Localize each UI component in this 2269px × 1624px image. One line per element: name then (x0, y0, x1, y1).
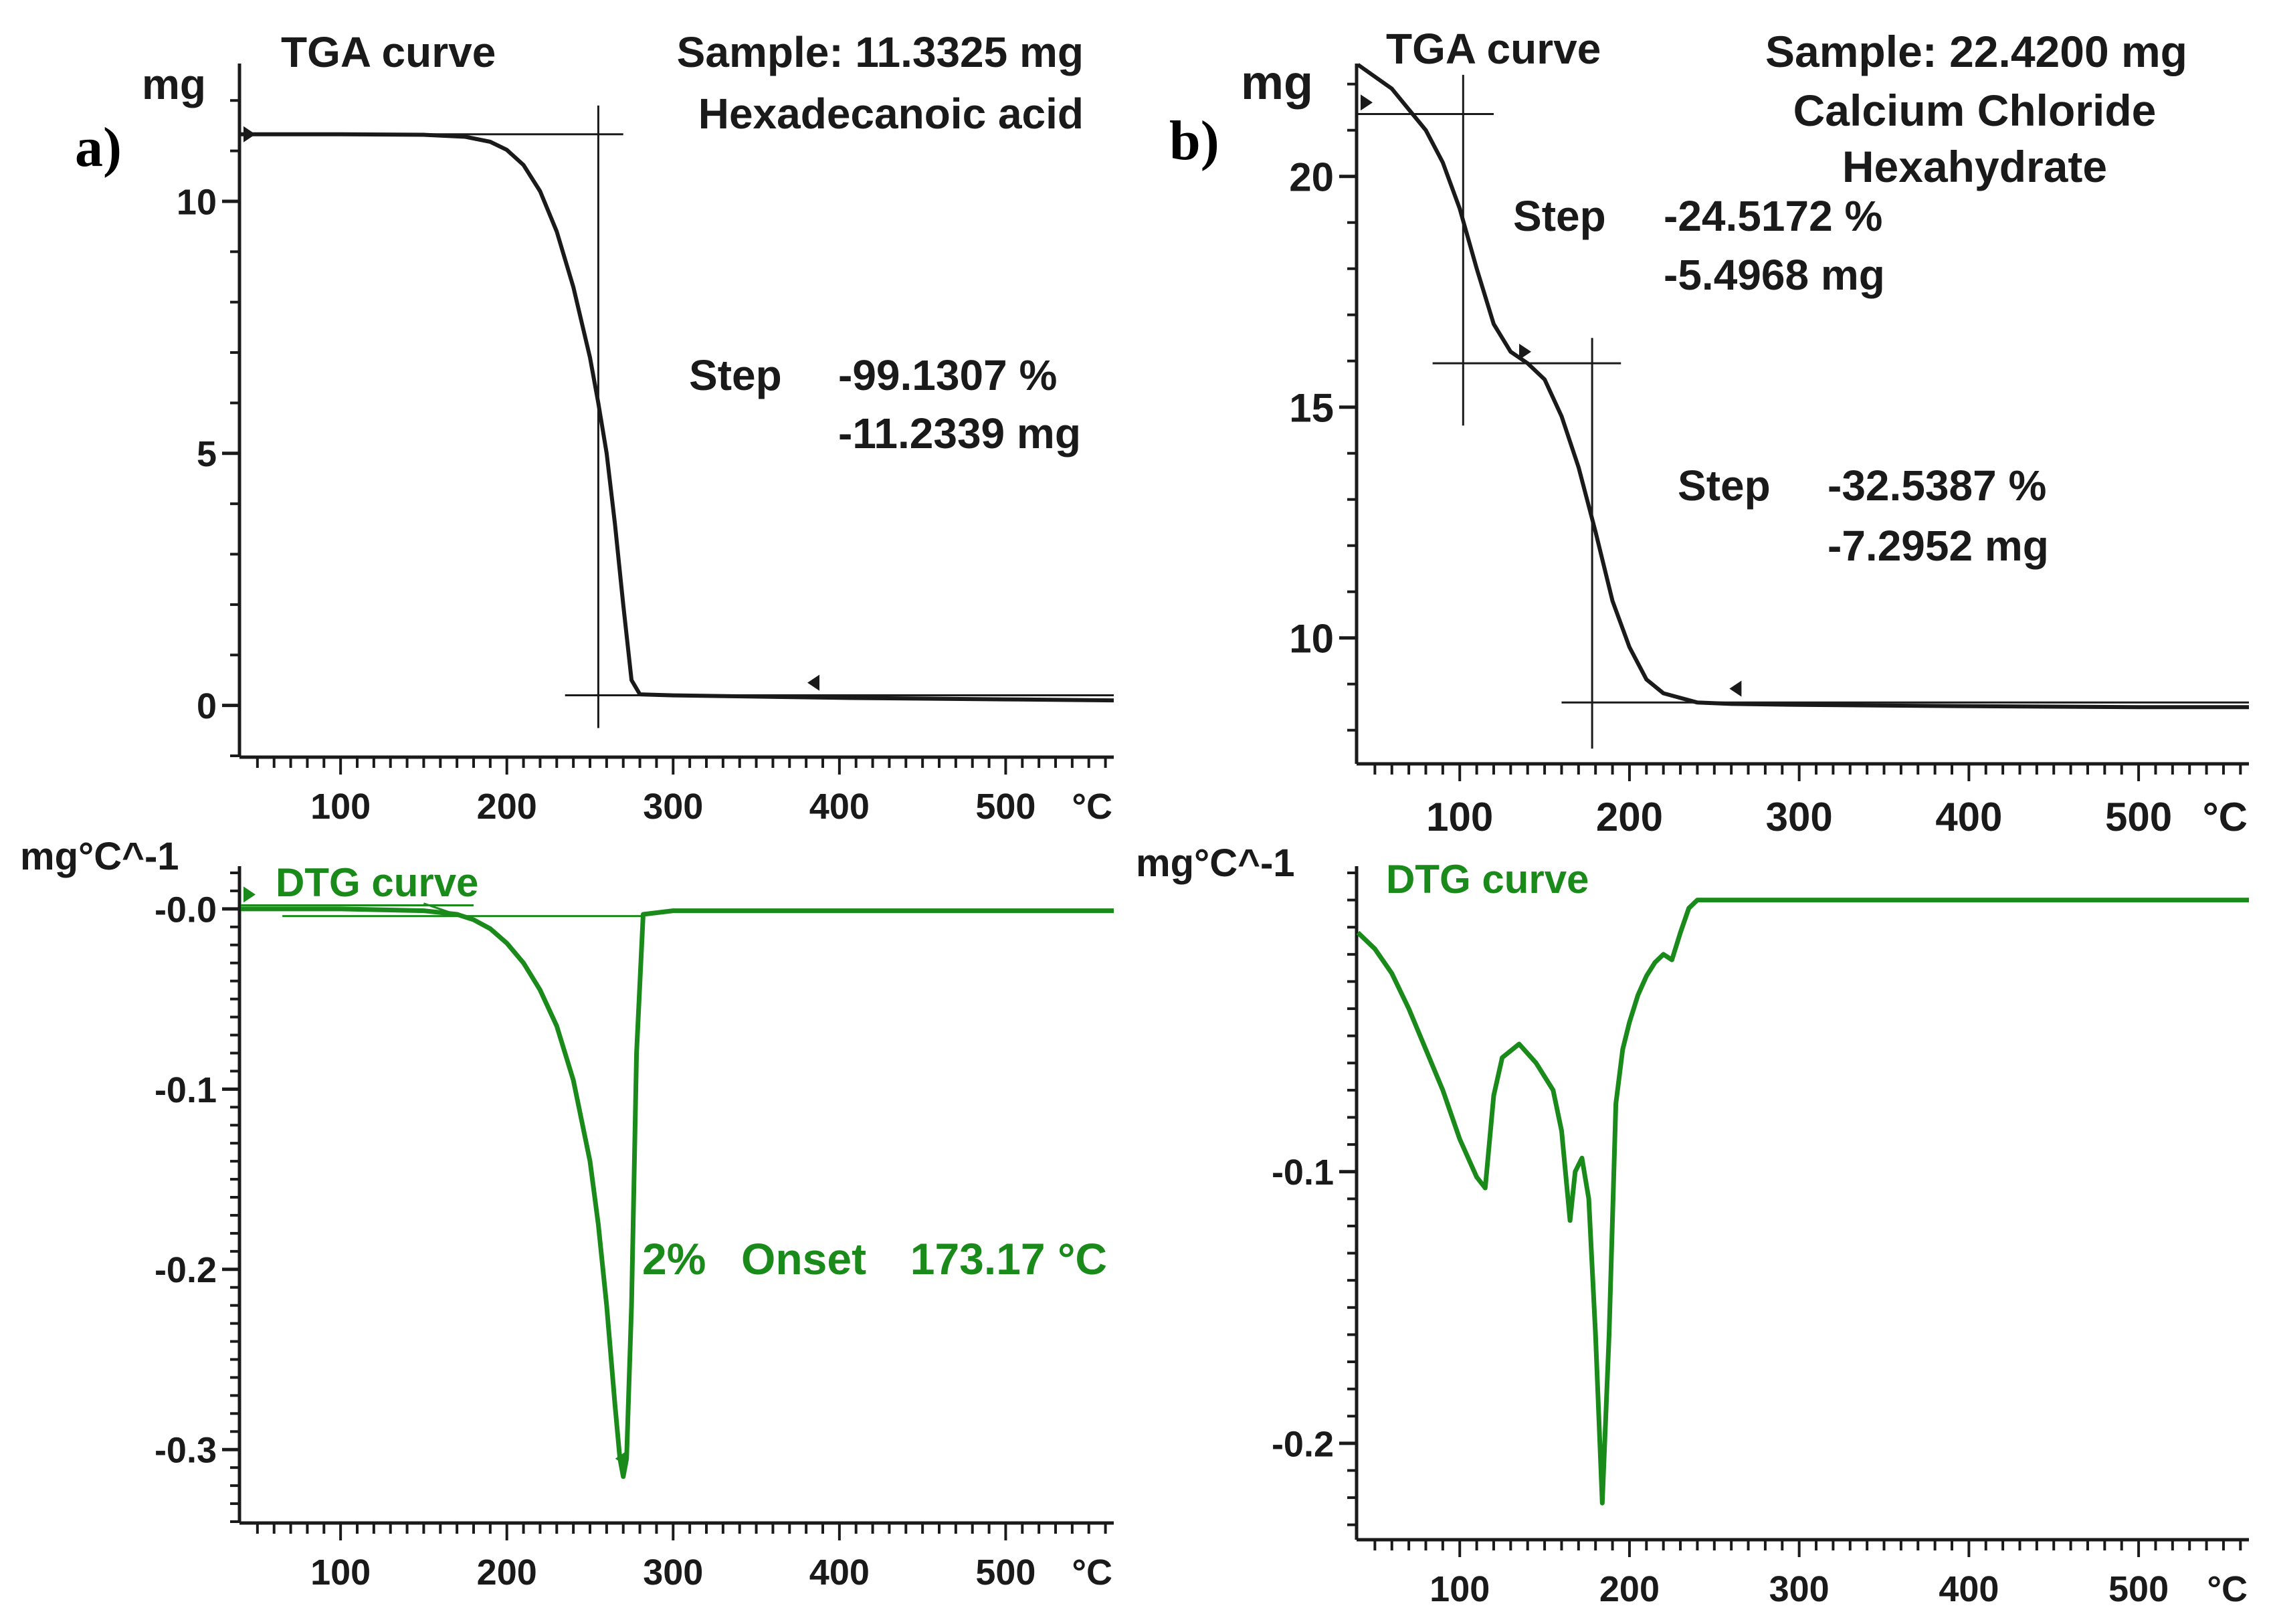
y-tick-label: -0.1 (155, 1070, 217, 1110)
x-axis-unit-label: °C (2207, 1569, 2248, 1609)
b-tga-y-unit-label: mg (1241, 56, 1313, 110)
x-tick-label: 300 (643, 787, 703, 827)
a-dtg-curve-label: DTG curve (276, 860, 478, 905)
y-tick-label: 5 (197, 434, 217, 474)
a-tga-axes: 100 200 300 400 500 °C 0 5 10 (177, 64, 1114, 827)
x-tick-label: 100 (1426, 795, 1493, 839)
b-start-marker (1361, 94, 1373, 111)
x-axis-unit-label: °C (1072, 787, 1112, 827)
x-tick-label: 200 (1599, 1569, 1660, 1609)
b-step1-mass: -5.4968 mg (1664, 251, 1885, 299)
a-tga-curve-label: TGA curve (281, 28, 496, 76)
y-tick-label: -0.2 (1272, 1424, 1334, 1464)
x-axis-unit-label: °C (2203, 795, 2248, 839)
y-tick-label: 15 (1289, 385, 1334, 430)
y-tick-label: -0.3 (155, 1431, 217, 1471)
x-tick-label: 100 (1429, 1569, 1490, 1609)
x-tick-label: 400 (809, 1552, 870, 1593)
a-dtg-start-marker (243, 886, 256, 903)
b-tga-axes: 100 200 300 400 500 °C 10 15 20 (1289, 64, 2249, 839)
panel-b-letter: b) (1169, 110, 1219, 172)
b-step2-label: Step (1678, 462, 1771, 510)
x-tick-label: 500 (2108, 1569, 2169, 1609)
b-end-marker (1729, 680, 1742, 697)
b-step2-mass: -7.2952 mg (1828, 522, 2049, 570)
x-tick-label: 200 (1596, 795, 1663, 839)
b-dtg-y-unit-label: mg°C^-1 (1136, 841, 1295, 885)
b-dtg-curve-label: DTG curve (1386, 857, 1589, 902)
b-step1-label: Step (1513, 192, 1606, 240)
a-dtg-peak-marker (615, 1450, 627, 1467)
b-dtg-axes: 100 200 300 400 500 °C -0.1 -0.2 (1272, 866, 2249, 1609)
x-tick-label: 100 (310, 787, 371, 827)
x-tick-label: 100 (310, 1552, 371, 1593)
y-tick-label: -0.0 (155, 890, 217, 930)
b-step2-percent: -32.5387 % (1828, 462, 2046, 510)
b-tga-series-tga (1357, 63, 2249, 710)
a-step-mass: -11.2339 mg (838, 409, 1081, 458)
b-substance-label-2: Hexahydrate (1842, 142, 2107, 191)
b-step1-percent: -24.5172 % (1664, 192, 1882, 240)
b-sample-label: Sample: 22.4200 mg (1765, 27, 2187, 76)
x-tick-label: 200 (477, 1552, 537, 1593)
x-tick-label: 400 (1939, 1569, 1999, 1609)
chart-layer: 100 200 300 400 500 °C 0 5 10 TGA curve mg Sample: … (20, 25, 2249, 1609)
b-tga-curve-label: TGA curve (1386, 25, 1601, 73)
a-start-marker (243, 126, 256, 142)
a-substance-label: Hexadecanoic acid (698, 90, 1084, 138)
y-tick-label: 10 (177, 182, 217, 222)
b-mid-marker (1519, 343, 1532, 360)
b-dtg-series-dtg (1356, 898, 2249, 1506)
y-tick-label: -0.1 (1272, 1152, 1334, 1193)
a-dtg-series-dtg (241, 906, 1114, 1480)
x-tick-label: 300 (643, 1552, 703, 1593)
a-step-percent: -99.1307 % (838, 351, 1057, 399)
y-tick-label: 0 (197, 686, 217, 726)
x-tick-label: 400 (1935, 795, 2002, 839)
x-tick-label: 300 (1766, 795, 1833, 839)
x-tick-label: 500 (975, 1552, 1035, 1593)
a-onset-value: 173.17 °C (910, 1234, 1107, 1284)
y-tick-label: 10 (1289, 616, 1334, 661)
a-end-marker (807, 674, 820, 691)
y-tick-label: 20 (1289, 155, 1334, 199)
a-step-label: Step (689, 351, 782, 399)
x-tick-label: 400 (809, 787, 870, 827)
x-tick-label: 500 (2105, 795, 2172, 839)
a-onset-percent: 2% (642, 1234, 706, 1284)
a-dtg-axes: 100 200 300 400 500 °C -0.0 -0.1 -0.2 -0.3 (155, 866, 1114, 1593)
x-axis-unit-label: °C (1072, 1552, 1112, 1593)
x-tick-label: 500 (975, 787, 1035, 827)
a-sample-label: Sample: 11.3325 mg (677, 28, 1084, 76)
x-tick-label: 300 (1769, 1569, 1830, 1609)
b-substance-label-1: Calcium Chloride (1793, 86, 2157, 135)
a-onset-label: Onset (741, 1234, 866, 1284)
a-dtg-y-unit-label: mg°C^-1 (20, 835, 179, 878)
x-tick-label: 200 (477, 787, 537, 827)
y-tick-label: -0.2 (155, 1250, 217, 1290)
a-tga-y-unit-label: mg (142, 60, 206, 108)
panel-a-letter: a) (75, 116, 122, 179)
